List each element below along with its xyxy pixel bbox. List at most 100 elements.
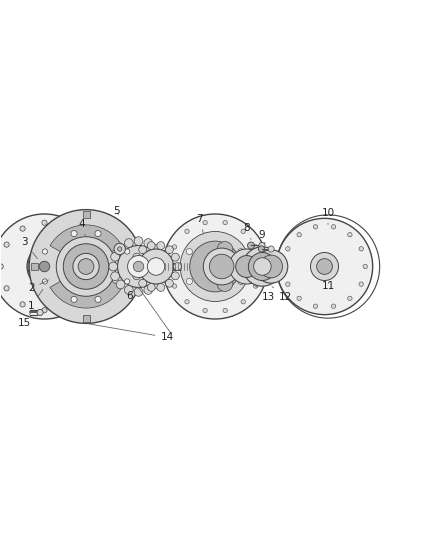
Bar (82, 314, 89, 321)
Circle shape (147, 241, 155, 249)
Circle shape (95, 296, 101, 302)
Circle shape (147, 284, 155, 292)
Circle shape (109, 262, 117, 271)
Circle shape (124, 249, 130, 254)
Text: 12: 12 (272, 287, 291, 302)
Circle shape (186, 278, 192, 285)
Text: 4: 4 (78, 219, 85, 236)
Circle shape (331, 224, 335, 229)
Text: 1: 1 (28, 289, 43, 311)
Circle shape (223, 220, 227, 225)
Circle shape (189, 241, 240, 292)
Circle shape (223, 308, 227, 313)
Circle shape (258, 243, 265, 248)
Text: 2: 2 (28, 280, 49, 293)
Circle shape (172, 284, 177, 288)
Circle shape (248, 253, 276, 280)
Circle shape (42, 279, 47, 284)
Circle shape (20, 226, 25, 231)
Circle shape (35, 257, 54, 276)
Text: 11: 11 (321, 281, 335, 291)
Circle shape (35, 253, 64, 280)
Circle shape (184, 229, 189, 233)
Text: 3: 3 (21, 237, 37, 259)
Circle shape (95, 231, 101, 237)
Text: 15: 15 (18, 313, 31, 327)
Circle shape (0, 264, 4, 269)
Circle shape (110, 272, 119, 280)
Circle shape (171, 272, 179, 280)
Circle shape (253, 245, 258, 249)
Circle shape (285, 282, 290, 286)
Circle shape (258, 264, 262, 269)
Circle shape (133, 261, 144, 272)
Circle shape (37, 309, 43, 316)
Bar (82, 212, 89, 219)
Circle shape (254, 250, 287, 283)
Circle shape (217, 276, 232, 292)
Circle shape (131, 263, 138, 270)
Circle shape (331, 304, 335, 309)
Circle shape (184, 300, 189, 304)
Circle shape (247, 242, 254, 249)
Circle shape (71, 296, 77, 302)
Circle shape (253, 284, 258, 288)
Circle shape (313, 224, 317, 229)
Circle shape (152, 280, 160, 289)
Circle shape (296, 232, 300, 237)
Circle shape (116, 244, 125, 253)
Circle shape (124, 286, 133, 294)
Circle shape (138, 249, 173, 284)
Circle shape (180, 231, 250, 302)
Circle shape (203, 248, 240, 285)
Circle shape (85, 264, 91, 269)
Circle shape (347, 296, 351, 301)
Circle shape (138, 279, 146, 287)
Circle shape (237, 278, 244, 285)
Circle shape (132, 272, 140, 280)
Circle shape (157, 272, 166, 280)
Circle shape (39, 261, 49, 272)
Circle shape (127, 255, 149, 278)
Circle shape (217, 241, 232, 257)
Circle shape (172, 245, 177, 249)
Circle shape (259, 255, 282, 278)
Circle shape (134, 237, 143, 246)
Text: 13: 13 (254, 285, 275, 302)
Bar (31, 263, 38, 270)
Circle shape (152, 244, 160, 253)
Circle shape (78, 259, 94, 274)
Circle shape (202, 308, 207, 313)
Circle shape (124, 239, 133, 247)
Circle shape (313, 304, 317, 309)
Circle shape (362, 264, 367, 269)
Circle shape (110, 253, 119, 261)
Circle shape (80, 242, 85, 247)
Circle shape (144, 286, 152, 294)
Circle shape (64, 302, 69, 307)
Circle shape (20, 302, 25, 307)
Text: 8: 8 (243, 223, 251, 239)
Text: 9: 9 (258, 230, 265, 243)
Circle shape (165, 246, 173, 254)
Circle shape (258, 246, 264, 252)
Circle shape (124, 279, 130, 284)
Circle shape (117, 247, 122, 251)
Circle shape (63, 244, 109, 289)
Circle shape (29, 209, 143, 324)
Circle shape (42, 308, 47, 313)
Circle shape (147, 258, 164, 275)
Circle shape (285, 247, 290, 251)
Circle shape (56, 237, 116, 296)
Circle shape (132, 253, 140, 261)
Text: 5: 5 (113, 206, 120, 216)
Circle shape (268, 246, 274, 252)
Circle shape (138, 246, 146, 254)
Circle shape (186, 248, 192, 255)
Text: 6: 6 (126, 288, 138, 301)
Circle shape (347, 232, 351, 237)
Circle shape (71, 231, 77, 237)
Circle shape (202, 220, 207, 225)
Wedge shape (50, 278, 122, 308)
Circle shape (156, 284, 164, 292)
